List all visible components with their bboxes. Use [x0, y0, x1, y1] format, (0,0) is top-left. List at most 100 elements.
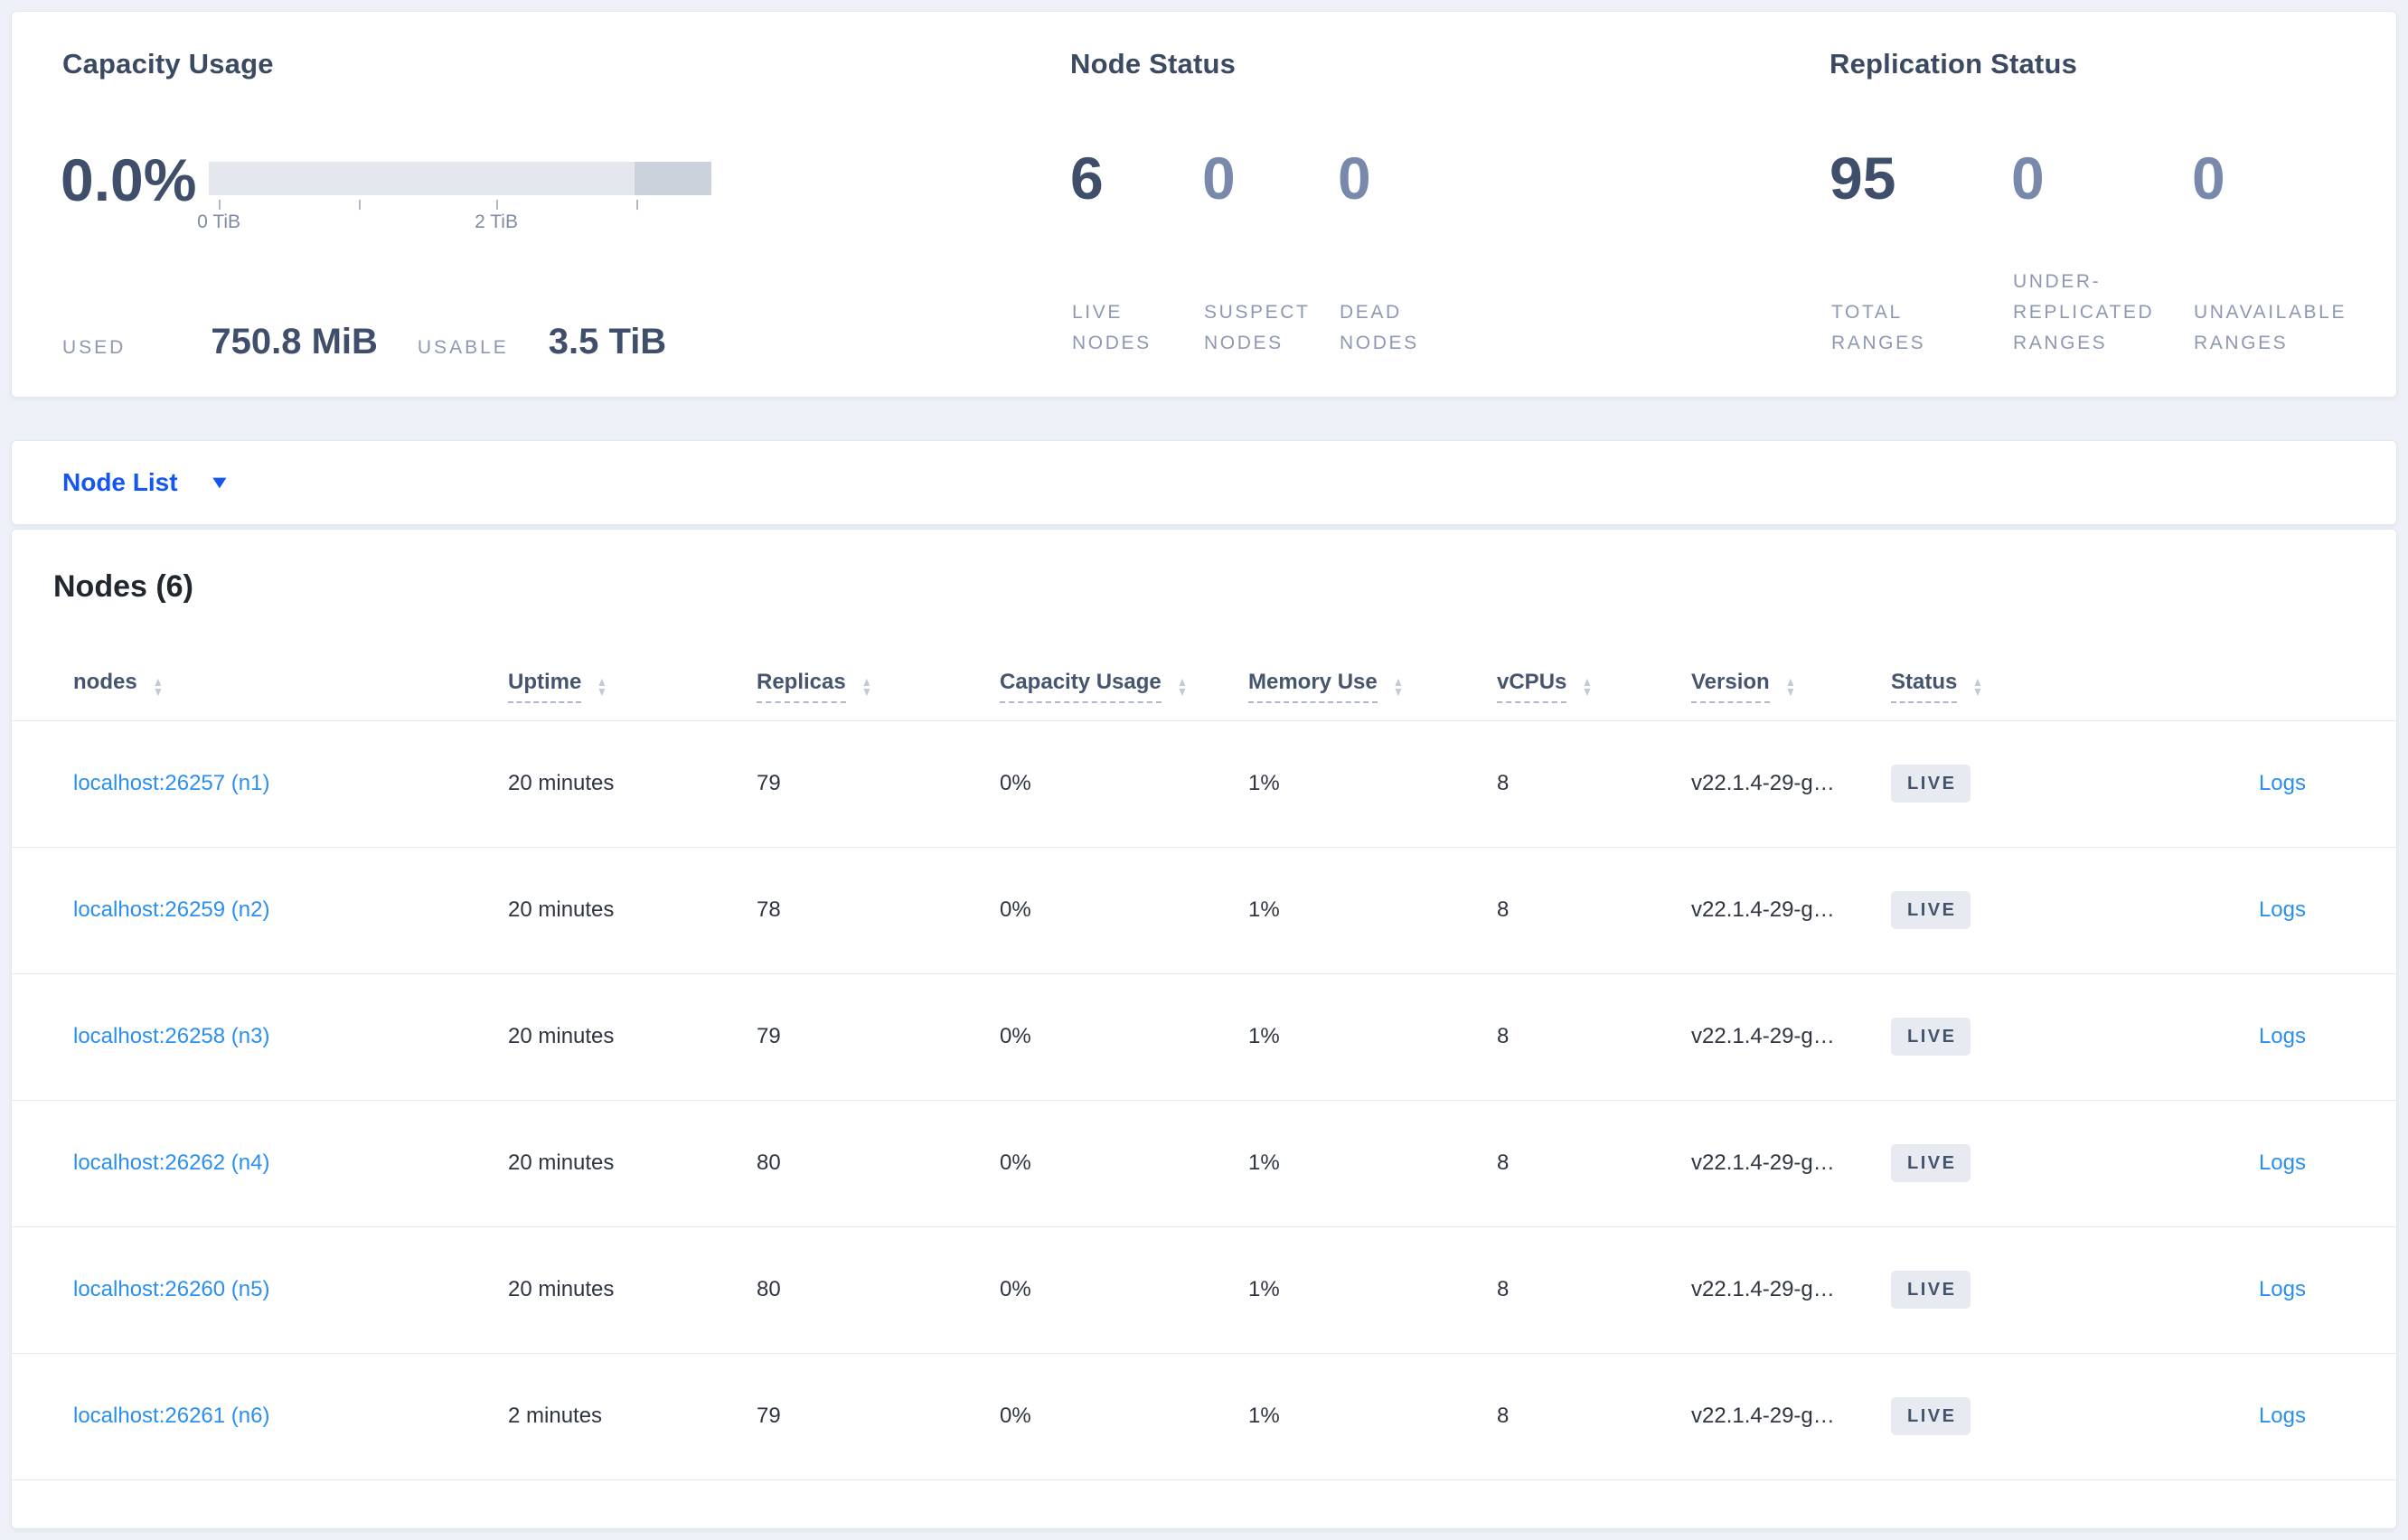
vcpus-cell: 8 [1497, 973, 1691, 1101]
node-list-dropdown-label[interactable]: Node List [62, 468, 178, 496]
replicas-cell: 79 [757, 720, 1000, 848]
column-header-uptime[interactable]: Uptime ▲ ▼ [508, 653, 757, 721]
memory-use-cell: 1% [1248, 973, 1497, 1101]
status-badge: LIVE [1891, 1397, 1971, 1435]
memory-use-cell: 1% [1248, 1226, 1497, 1354]
vcpus-cell: 8 [1497, 720, 1691, 848]
stat-value: 6 [1070, 145, 1104, 211]
capacity-tick-label-2: 2 TiB [475, 211, 518, 232]
logs-link[interactable]: Logs [2258, 1404, 2306, 1428]
uptime-cell: 2 minutes [508, 1353, 757, 1480]
capacity-used-usable-row: USED 750.8 MiB USABLE 3.5 TiB [62, 322, 666, 362]
replication-stat: 0 UNAVAILABLE RANGES [2192, 144, 2373, 359]
sort-icon[interactable]: ▲ ▼ [861, 673, 872, 699]
version-cell: v22.1.4-29-g… [1691, 1353, 1891, 1480]
column-header-logs [2099, 653, 2396, 721]
used-label: USED [62, 337, 127, 358]
status-badge: LIVE [1891, 1018, 1971, 1056]
sort-icon[interactable]: ▲ ▼ [152, 673, 164, 699]
replication-stat: 0 UNDER-REPLICATED RANGES [2011, 144, 2187, 359]
nodes-section-title: Nodes (6) [53, 569, 193, 604]
memory-use-cell: 1% [1248, 1100, 1497, 1227]
column-header-nodes[interactable]: nodes ▲ ▼ [12, 653, 508, 721]
capacity-usage-cell: 0% [1000, 973, 1248, 1101]
sort-icon[interactable]: ▲ ▼ [1176, 673, 1188, 699]
node-status-panel: Node Status 6 LIVE NODES 0 SUSPECT NODES… [1059, 12, 1801, 399]
node-address-link[interactable]: localhost:26258 (n3) [73, 1024, 270, 1048]
uptime-cell: 20 minutes [508, 973, 757, 1101]
column-header-capacity-usage[interactable]: Capacity Usage ▲ ▼ [1000, 653, 1248, 721]
stat-label: TOTAL RANGES [1831, 302, 1926, 353]
version-cell: v22.1.4-29-g… [1691, 720, 1891, 848]
node-address-link[interactable]: localhost:26257 (n1) [73, 771, 270, 795]
stat-label: UNAVAILABLE RANGES [2194, 302, 2347, 353]
logs-link[interactable]: Logs [2258, 771, 2306, 795]
column-header-replicas[interactable]: Replicas ▲ ▼ [757, 653, 1000, 721]
used-value: 750.8 MiB [211, 322, 378, 362]
uptime-cell: 20 minutes [508, 1100, 757, 1227]
node-address-link[interactable]: localhost:26259 (n2) [73, 897, 270, 922]
capacity-bar-usable-segment [209, 162, 635, 195]
status-badge: LIVE [1891, 1271, 1971, 1309]
uptime-cell: 20 minutes [508, 1226, 757, 1354]
sort-icon[interactable]: ▲ ▼ [1972, 673, 1984, 699]
column-header-version[interactable]: Version ▲ ▼ [1691, 653, 1891, 721]
memory-use-cell: 1% [1248, 720, 1497, 848]
nodes-table-card: Nodes (6) nodes ▲ ▼ Uptime ▲ ▼ Replicas ▲ ▼ Ca… [11, 529, 2397, 1529]
stat-value: 0 [1202, 145, 1236, 211]
capacity-usage-cell: 0% [1000, 720, 1248, 848]
capacity-usage-cell: 0% [1000, 1226, 1248, 1354]
column-header-memory-use[interactable]: Memory Use ▲ ▼ [1248, 653, 1497, 721]
node-address-link[interactable]: localhost:26262 (n4) [73, 1150, 270, 1175]
node-list-dropdown[interactable]: Node List ▼ [11, 440, 2397, 525]
capacity-bar [209, 162, 711, 195]
stat-label: SUSPECT NODES [1204, 302, 1311, 353]
capacity-percent-value: 0.0% [61, 146, 197, 213]
table-row: localhost:26258 (n3) 20 minutes 79 0% 1%… [12, 973, 2396, 1101]
capacity-usage-panel: Capacity Usage 0.0% 0 TiB 2 TiB USED 750… [52, 12, 1037, 399]
sort-icon[interactable]: ▲ ▼ [1784, 673, 1796, 699]
status-badge: LIVE [1891, 1144, 1971, 1182]
sort-icon[interactable]: ▲ ▼ [1392, 673, 1404, 699]
table-row: localhost:26257 (n1) 20 minutes 79 0% 1%… [12, 720, 2396, 848]
vcpus-cell: 8 [1497, 847, 1691, 974]
logs-link[interactable]: Logs [2258, 1024, 2306, 1048]
capacity-bar-ticks [209, 195, 711, 210]
column-header-status[interactable]: Status ▲ ▼ [1891, 653, 2099, 721]
usable-label: USABLE [417, 337, 509, 358]
node-status-stat: 6 LIVE NODES [1070, 144, 1197, 359]
replicas-cell: 80 [757, 1100, 1000, 1227]
version-cell: v22.1.4-29-g… [1691, 847, 1891, 974]
memory-use-cell: 1% [1248, 847, 1497, 974]
status-badge: LIVE [1891, 765, 1971, 803]
sort-icon[interactable]: ▲ ▼ [1582, 673, 1594, 699]
table-row: localhost:26259 (n2) 20 minutes 78 0% 1%… [12, 847, 2396, 974]
logs-link[interactable]: Logs [2258, 1277, 2306, 1301]
table-row: localhost:26260 (n5) 20 minutes 80 0% 1%… [12, 1226, 2396, 1354]
chevron-down-icon: ▼ [207, 472, 231, 493]
table-row: localhost:26262 (n4) 20 minutes 80 0% 1%… [12, 1100, 2396, 1227]
capacity-usage-title: Capacity Usage [62, 48, 274, 80]
column-header-vcpus[interactable]: vCPUs ▲ ▼ [1497, 653, 1691, 721]
stat-value: 0 [2011, 145, 2045, 211]
uptime-cell: 20 minutes [508, 847, 757, 974]
node-status-title: Node Status [1070, 48, 1237, 80]
node-address-link[interactable]: localhost:26260 (n5) [73, 1277, 270, 1301]
capacity-usage-cell: 0% [1000, 1353, 1248, 1480]
stat-value: 95 [1830, 145, 1896, 211]
nodes-table: nodes ▲ ▼ Uptime ▲ ▼ Replicas ▲ ▼ Capacity Usa… [12, 653, 2396, 1480]
node-status-stat: 0 SUSPECT NODES [1202, 144, 1332, 359]
node-address-link[interactable]: localhost:26261 (n6) [73, 1404, 270, 1428]
usable-value: 3.5 TiB [548, 322, 667, 362]
cluster-summary-card: Capacity Usage 0.0% 0 TiB 2 TiB USED 750… [11, 11, 2397, 398]
replicas-cell: 79 [757, 1353, 1000, 1480]
sort-icon[interactable]: ▲ ▼ [597, 673, 608, 699]
replicas-cell: 79 [757, 973, 1000, 1101]
stat-label: UNDER-REPLICATED RANGES [2013, 271, 2155, 353]
table-row: localhost:26261 (n6) 2 minutes 79 0% 1% … [12, 1353, 2396, 1480]
version-cell: v22.1.4-29-g… [1691, 973, 1891, 1101]
logs-link[interactable]: Logs [2258, 897, 2306, 922]
logs-link[interactable]: Logs [2258, 1150, 2306, 1175]
node-status-stat: 0 DEAD NODES [1338, 144, 1473, 359]
uptime-cell: 20 minutes [508, 720, 757, 848]
